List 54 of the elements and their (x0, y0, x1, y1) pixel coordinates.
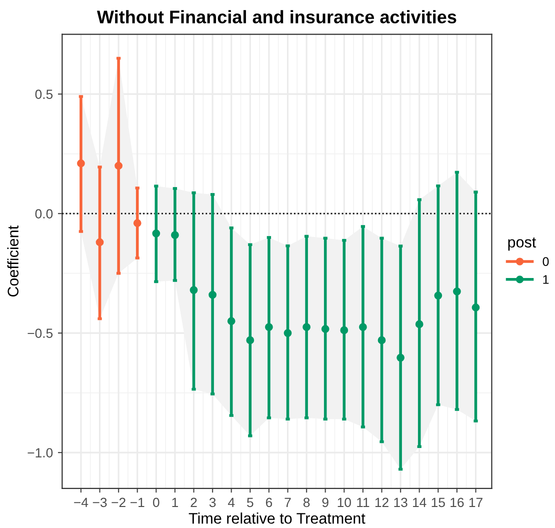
x-tick-label: 5 (247, 498, 254, 508)
point (133, 219, 142, 228)
point (321, 325, 330, 333)
x-axis-title: Time relative to Treatment (188, 512, 366, 524)
point (190, 286, 198, 294)
y-tick-label: −1.0 (28, 448, 53, 458)
x-tick-label: 10 (338, 498, 351, 508)
legend-title: post (508, 238, 536, 251)
point (472, 304, 480, 312)
point (302, 323, 311, 332)
x-tick-label: −1 (130, 498, 144, 507)
x-tick-label: 0 (153, 498, 160, 508)
x-tick-label: 6 (266, 498, 272, 508)
point (96, 238, 104, 246)
point (434, 292, 442, 300)
x-tick-label: 7 (284, 498, 291, 507)
x-tick-label: −3 (92, 498, 107, 508)
point (114, 162, 123, 170)
x-tick-label: 14 (413, 498, 426, 507)
legend-label: 1 (543, 275, 549, 284)
point (396, 354, 405, 362)
x-tick-label: 2 (190, 498, 197, 507)
x-tick-label: −4 (74, 498, 88, 507)
y-tick-label: 0.0 (35, 209, 53, 218)
point (415, 320, 424, 328)
point (340, 326, 348, 334)
point (453, 288, 461, 296)
point (77, 159, 85, 168)
x-tick-label: 16 (450, 498, 464, 508)
x-tick-label: 3 (209, 498, 216, 508)
point (359, 323, 367, 332)
point (152, 229, 160, 238)
point (265, 323, 273, 332)
y-axis-title: Coefficient (7, 226, 19, 297)
x-tick-label: 17 (469, 498, 482, 507)
x-tick-label: 9 (322, 498, 328, 508)
legend-label: 0 (542, 257, 549, 266)
point (246, 336, 254, 344)
x-tick-label: 4 (228, 498, 235, 507)
y-tick-label: −0.5 (28, 328, 53, 338)
point (171, 231, 179, 240)
x-tick-label: 13 (394, 498, 408, 508)
x-tick-label: 12 (375, 498, 388, 507)
point (378, 336, 386, 344)
point (284, 329, 292, 338)
point (208, 290, 217, 299)
y-tick-label: 0.5 (35, 90, 53, 99)
x-tick-label: 8 (303, 498, 310, 508)
x-tick-label: 1 (172, 498, 178, 507)
x-tick-label: 11 (357, 498, 370, 507)
chart-title: Without Financial and insurance activities (96, 10, 456, 24)
x-tick-label: 15 (432, 498, 445, 508)
point (227, 317, 236, 326)
x-tick-label: −2 (112, 498, 126, 507)
